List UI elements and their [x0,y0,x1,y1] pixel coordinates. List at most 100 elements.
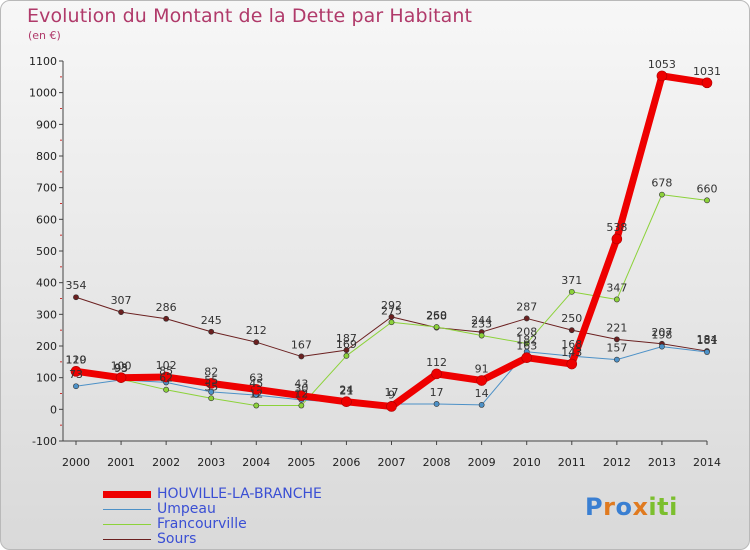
data-label-houville-la-branche: 100 [111,360,132,373]
x-tick-label: 2008 [423,456,451,469]
data-point-umpeau [478,401,485,408]
data-label-umpeau: 93 [114,362,128,375]
data-point-francourville [613,296,620,303]
data-label-sours: 184 [697,333,718,346]
legend-swatch-sours [103,539,151,540]
data-label-umpeau: 45 [249,377,263,390]
legend: HOUVILLE-LA-BRANCHE Umpeau Francourville… [103,487,322,547]
data-point-sours [118,309,124,316]
legend-label-umpeau: Umpeau [157,501,216,517]
data-label-umpeau: 198 [651,329,672,342]
data-point-umpeau [613,356,620,363]
y-tick-label: 500 [36,245,57,258]
data-point-houville-la-branche [386,401,397,412]
logo-letter: x [632,493,649,521]
data-label-francourville: 371 [561,274,582,287]
data-label-francourville: 12 [249,388,263,401]
data-point-umpeau [659,343,665,350]
data-point-houville-la-branche [476,375,487,386]
chart-subtitle: (en €) [28,29,61,42]
data-label-umpeau: 182 [516,334,537,347]
data-label-sours: 245 [201,314,222,327]
proxiti-logo: Proxiti [585,493,678,521]
logo-letter: ti [657,493,678,521]
data-point-francourville [704,197,710,204]
data-label-houville-la-branche: 63 [249,371,263,384]
data-point-francourville [208,395,215,402]
y-tick-label: 700 [36,182,57,195]
data-point-houville-la-branche [70,366,82,377]
chart-title: Evolution du Montant de la Dette par Hab… [27,5,473,27]
legend-label-houville: HOUVILLE-LA-BRANCHE [157,486,322,502]
x-tick-label: 2012 [603,456,631,469]
legend-swatch-houville [103,491,151,498]
data-point-houville-la-branche [250,384,262,395]
data-point-francourville [163,386,170,393]
data-point-houville-la-branche [115,372,127,383]
data-label-houville-la-branche: 43 [294,378,308,391]
logo-letter: P [585,493,604,521]
data-label-francourville: 95 [114,361,128,374]
data-point-francourville [388,319,395,326]
x-tick-label: 2011 [558,456,586,469]
legend-label-sours: Sours [157,531,197,547]
data-label-houville-la-branche: 120 [66,353,87,366]
data-label-houville-la-branche: 1053 [648,58,676,71]
data-point-sours [343,347,350,354]
data-label-francourville: 62 [159,372,173,385]
legend-item-sours: Sours [103,532,322,547]
data-label-francourville: 119 [66,354,87,367]
y-tick-label: 0 [50,403,57,416]
data-point-houville-la-branche [205,378,217,389]
data-label-sours: 307 [111,294,132,307]
data-label-umpeau: 157 [606,342,627,355]
data-point-houville-la-branche [701,77,713,89]
data-label-umpeau: 17 [430,386,444,399]
data-label-umpeau: 30 [294,382,308,395]
data-point-umpeau [208,389,215,395]
data-label-houville-la-branche: 91 [475,363,489,376]
y-tick-label: 900 [36,118,57,131]
data-label-francourville: 347 [606,281,627,294]
data-point-sours [73,294,79,301]
data-label-sours: 167 [291,338,312,351]
data-label-francourville: 260 [426,309,447,322]
data-point-francourville [253,402,260,409]
data-label-francourville: 275 [381,304,402,317]
data-label-houville-la-branche: 538 [606,221,627,234]
data-label-umpeau: 14 [475,387,489,400]
data-label-houville-la-branche: 163 [516,340,537,353]
data-label-sours: 292 [381,299,402,312]
data-label-umpeau: 168 [561,338,582,351]
data-point-houville-la-branche [566,358,578,370]
data-label-sours: 187 [336,332,357,345]
data-label-sours: 258 [426,310,447,323]
x-tick-label: 2014 [693,456,721,469]
data-point-francourville [568,288,575,295]
x-tick-label: 2007 [378,456,406,469]
data-point-houville-la-branche [656,70,668,82]
data-point-francourville [523,340,530,347]
data-label-umpeau: 55 [204,374,218,387]
data-label-francourville: 35 [204,380,218,393]
data-label-houville-la-branche: 82 [204,365,218,378]
data-label-houville-la-branche: 1031 [693,65,721,78]
data-label-sours: 286 [156,301,177,314]
legend-swatch-umpeau [103,509,151,510]
data-label-francourville: 660 [697,182,718,195]
data-point-sours [298,353,305,360]
data-point-houville-la-branche [160,371,172,383]
data-label-houville-la-branche: 112 [426,356,447,369]
y-tick-label: 200 [36,340,57,353]
data-point-francourville [433,324,440,330]
data-label-sours: 221 [606,321,627,334]
data-point-houville-la-branche [296,390,307,402]
data-label-umpeau: 17 [385,386,399,399]
legend-item-umpeau: Umpeau [103,502,322,517]
y-tick-label: 1100 [29,55,57,68]
y-tick-label: 400 [36,277,57,290]
logo-letter: r [603,493,616,521]
data-label-houville-la-branche: 143 [561,346,582,359]
x-tick-label: 2010 [513,456,541,469]
